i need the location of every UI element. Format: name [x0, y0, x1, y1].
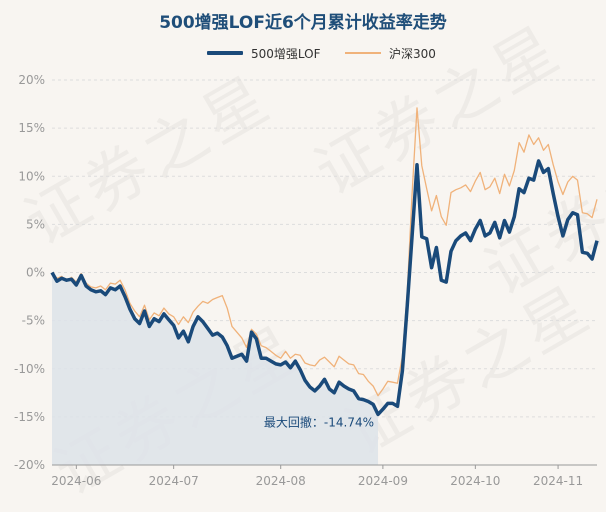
- x-tick-label: 2024-09: [358, 474, 408, 488]
- legend-swatch-bench: [345, 52, 381, 54]
- legend-label-main: 500增强LOF: [251, 46, 321, 61]
- y-tick-label: 5%: [26, 217, 45, 231]
- max-drawdown-label: 最大回撤：-14.74%: [264, 414, 374, 429]
- axis-layer: -20% -15% -10% -5% 0% 5% 10% 15% 20% 2024-06 2024-…: [14, 73, 597, 488]
- series-line-bench: [51, 107, 598, 397]
- legend-swatch-main: [207, 51, 243, 55]
- y-tick-label: -5%: [22, 314, 45, 328]
- chart-title: 500增强LOF近6个月累计收益率走势: [159, 13, 447, 33]
- y-tick-label: 0%: [26, 266, 45, 280]
- legend: 500增强LOF 沪深300: [0, 44, 606, 62]
- x-tick-label: 2024-06: [51, 474, 101, 488]
- x-tick-label: 2024-08: [256, 474, 306, 488]
- series-line-main: [50, 159, 599, 417]
- legend-label-bench: 沪深300: [389, 46, 436, 61]
- drawdown-area: [52, 272, 379, 465]
- chart-plot: -20% -15% -10% -5% 0% 5% 10% 15% 20% 2024-06 2024-…: [14, 73, 599, 488]
- y-tick-label: -10%: [14, 362, 45, 376]
- y-tick-label: -20%: [14, 458, 45, 472]
- legend-item-main[interactable]: 500增强LOF: [207, 44, 321, 62]
- legend-item-bench[interactable]: 沪深300: [345, 44, 436, 62]
- series-layer: [50, 107, 599, 417]
- annotation-layer: 最大回撤：-14.74%: [264, 414, 374, 429]
- y-tick-label: 10%: [18, 169, 45, 183]
- x-tick-label: 2024-11: [533, 474, 583, 488]
- x-tick-label: 2024-10: [450, 474, 500, 488]
- y-tick-label: -15%: [14, 410, 45, 424]
- x-tick-label: 2024-07: [149, 474, 199, 488]
- y-tick-label: 20%: [18, 73, 45, 87]
- drawdown-area-layer: [52, 272, 379, 465]
- y-tick-label: 15%: [18, 121, 45, 135]
